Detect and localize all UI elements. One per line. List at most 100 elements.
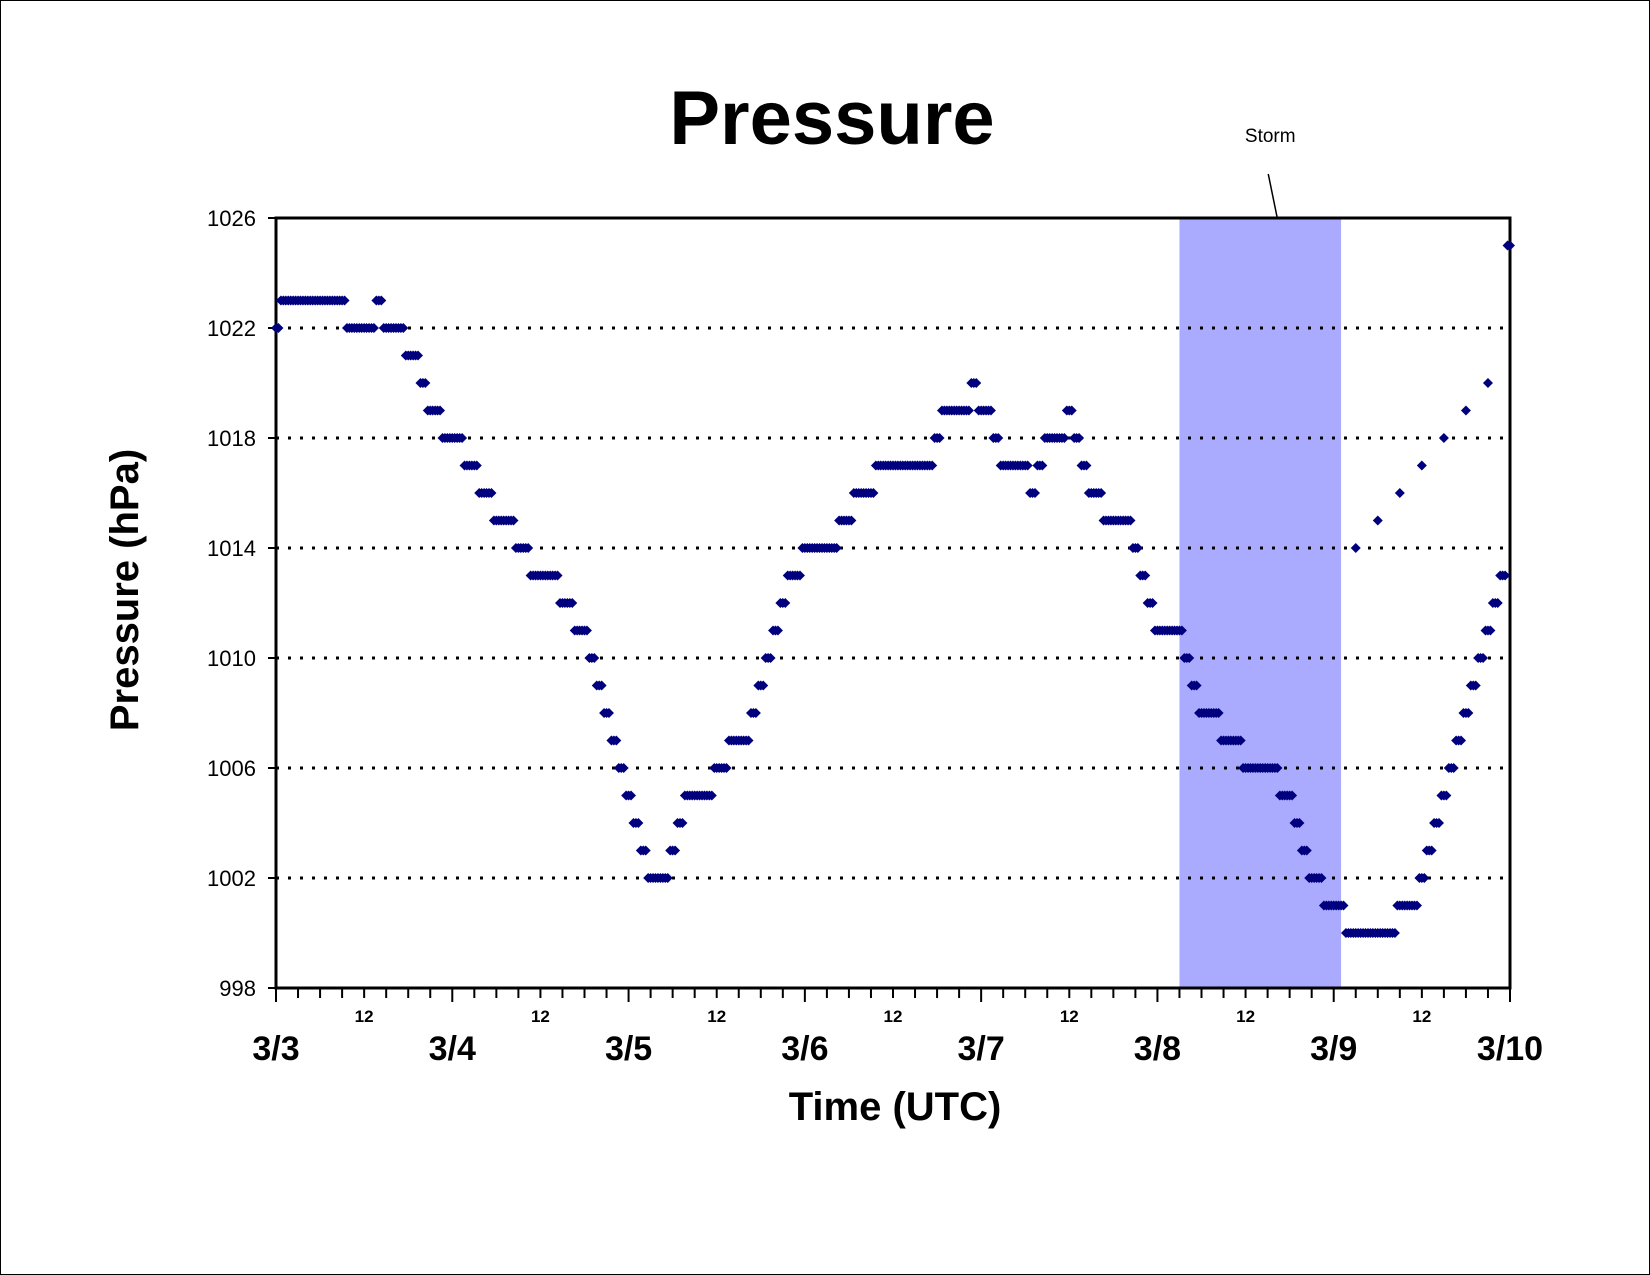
data-point-marker	[1492, 598, 1503, 608]
data-point	[1061, 405, 1077, 416]
data-point-marker	[626, 790, 637, 801]
data-point-marker	[581, 625, 592, 636]
data-point	[657, 873, 673, 883]
data-point	[518, 543, 534, 553]
data-point-marker	[1460, 405, 1471, 416]
data-point	[716, 763, 732, 773]
data-point	[775, 598, 791, 608]
data-point-marker	[772, 625, 783, 636]
data-point	[1054, 433, 1070, 443]
x-axis-label: Time (UTC)	[789, 1085, 1002, 1129]
data-point	[628, 818, 644, 828]
data-point-marker	[435, 405, 446, 416]
data-point-marker	[1316, 873, 1327, 883]
data-point-marker	[1505, 240, 1515, 251]
data-point	[1142, 598, 1158, 608]
data-point	[1120, 515, 1136, 526]
data-point-marker	[1066, 405, 1077, 416]
data-point	[481, 488, 497, 498]
data-point-marker	[589, 653, 600, 663]
x-hour-tick-label: 12	[355, 1007, 374, 1026]
data-point	[1172, 625, 1187, 636]
data-point-marker	[413, 350, 424, 361]
data-point	[591, 680, 607, 691]
data-point	[1465, 680, 1481, 691]
data-point-marker	[1301, 845, 1312, 856]
x-hour-tick-label: 12	[1412, 1007, 1431, 1026]
data-point	[371, 295, 387, 306]
data-point-marker	[1394, 488, 1405, 498]
data-point	[1429, 818, 1444, 828]
data-point-marker	[670, 845, 681, 856]
data-point	[1032, 460, 1048, 471]
data-point	[1495, 570, 1511, 581]
data-point-marker	[1140, 570, 1151, 581]
x-day-tick-label: 3/8	[1134, 1030, 1181, 1068]
data-point	[364, 323, 379, 333]
data-point	[613, 763, 629, 773]
y-axis-label: Pressure (hPa)	[103, 449, 147, 731]
data-point	[790, 570, 805, 581]
data-point-marker	[618, 763, 629, 773]
data-point-marker	[273, 323, 284, 333]
data-point	[665, 845, 681, 856]
data-point	[929, 433, 945, 443]
data-point	[1414, 873, 1430, 883]
data-point-marker	[927, 460, 938, 471]
data-point	[1436, 790, 1452, 801]
data-point-marker	[567, 598, 578, 608]
data-point	[1091, 488, 1107, 498]
data-point	[1289, 818, 1305, 828]
data-point-marker	[1433, 818, 1444, 828]
data-point-marker	[1456, 735, 1467, 746]
data-point-marker	[662, 873, 673, 883]
data-point-marker	[1389, 928, 1400, 938]
data-point-marker	[765, 653, 776, 663]
data-point-marker	[1037, 460, 1048, 471]
data-point	[738, 735, 754, 746]
x-hour-tick-label: 12	[1236, 1007, 1255, 1026]
data-point	[701, 790, 717, 801]
data-point	[635, 845, 651, 856]
data-point	[606, 735, 622, 746]
data-point	[922, 460, 938, 471]
data-point	[826, 543, 842, 553]
gridlines	[276, 326, 1510, 880]
data-point-marker	[1411, 900, 1422, 911]
data-point	[1487, 598, 1503, 608]
data-point	[334, 295, 350, 306]
data-point	[1333, 900, 1349, 911]
data-point-marker	[677, 818, 688, 828]
data-point-marker	[1482, 378, 1493, 388]
data-point	[271, 323, 284, 333]
data-point	[1311, 873, 1327, 883]
x-hour-tick-label: 12	[1060, 1007, 1079, 1026]
data-point	[1473, 653, 1489, 663]
data-point-marker	[934, 433, 945, 443]
y-tick-label: 1002	[207, 866, 256, 891]
data-point-marker	[1485, 625, 1496, 636]
data-point	[599, 708, 614, 718]
x-day-tick-label: 3/9	[1310, 1030, 1357, 1068]
data-point-marker	[398, 323, 409, 333]
data-point	[1407, 900, 1422, 911]
data-point-marker	[758, 680, 769, 691]
x-day-tick-label: 3/6	[781, 1030, 828, 1068]
x-day-tick-label: 3/4	[429, 1030, 476, 1068]
y-tick-label: 1022	[207, 316, 256, 341]
data-point-marker	[1294, 818, 1305, 828]
data-point-marker	[750, 708, 761, 718]
data-point-marker	[846, 515, 857, 526]
storm-annotation-label: Storm	[1245, 126, 1296, 147]
data-point-marker	[611, 735, 622, 746]
data-point	[466, 460, 482, 471]
data-point	[768, 625, 783, 636]
data-point	[452, 433, 468, 443]
x-day-tick-label: 3/10	[1477, 1030, 1543, 1068]
x-hour-tick-label: 12	[884, 1007, 903, 1026]
data-point	[503, 515, 519, 526]
data-point	[988, 433, 1004, 443]
data-point	[753, 680, 769, 691]
data-point	[1025, 488, 1041, 498]
data-point-marker	[1184, 653, 1195, 663]
